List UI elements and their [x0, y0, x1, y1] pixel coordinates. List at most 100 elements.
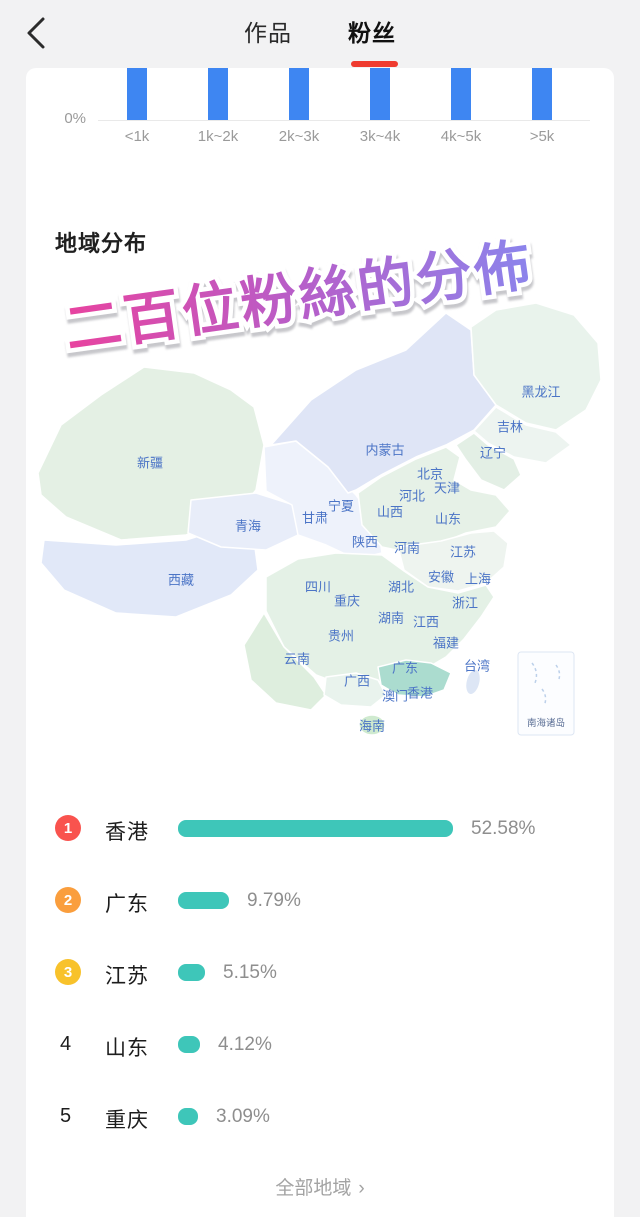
map-label-西藏[interactable]: 西藏	[167, 572, 195, 588]
x-axis-tick-label: 3k~4k	[359, 128, 401, 145]
region-percentage-bar	[178, 820, 453, 837]
map-label-重庆[interactable]: 重庆	[333, 593, 361, 609]
map-label-云南[interactable]: 云南	[283, 651, 311, 667]
map-label-新疆[interactable]: 新疆	[136, 455, 164, 471]
x-axis-tick-label: 1k~2k	[197, 128, 239, 145]
map-label-贵州[interactable]: 贵州	[327, 628, 355, 644]
x-axis-tick-label: 4k~5k	[440, 128, 482, 145]
map-label-内蒙古[interactable]: 内蒙古	[365, 442, 405, 458]
rank-badge: 3	[55, 959, 81, 985]
region-name: 江苏	[105, 965, 149, 988]
chevron-right-icon: ›	[358, 1178, 365, 1199]
all-regions-link-label: 全部地域	[275, 1178, 352, 1199]
map-label-河北[interactable]: 河北	[398, 488, 426, 504]
x-axis-tick-label: 2k~3k	[278, 128, 320, 145]
tab-bar: 作品 粉丝	[244, 14, 396, 48]
map-label-广西[interactable]: 广西	[343, 673, 371, 689]
region-central-south	[265, 552, 495, 688]
region-name: 重庆	[105, 1109, 149, 1132]
map-label-南海诸岛[interactable]: 南海诸岛	[526, 718, 566, 729]
region-guangxi	[323, 672, 387, 708]
region-yunnan	[243, 612, 327, 711]
ranking-row: 5 重庆 3.09%	[26, 1098, 614, 1134]
all-regions-link[interactable]: 全部地域 ›	[26, 1173, 614, 1200]
region-hainan	[358, 714, 386, 736]
fans-count-histogram: 0% <1k 1k~2k 2k~3k 3k~4k 4k~5k >5k	[26, 68, 614, 153]
section-title-region: 地域分布	[55, 231, 148, 256]
map-label-浙江[interactable]: 浙江	[451, 595, 479, 611]
china-map-shapes	[37, 302, 602, 736]
map-label-吉林[interactable]: 吉林	[496, 419, 524, 435]
map-label-香港[interactable]: 香港	[406, 685, 434, 701]
histogram-bar[interactable]	[370, 68, 390, 120]
region-percentage-value: 4.12%	[218, 1034, 272, 1055]
map-label-江苏[interactable]: 江苏	[449, 544, 477, 560]
map-label-海南[interactable]: 海南	[358, 718, 386, 734]
baseline-gridline	[98, 120, 590, 121]
china-map: 新疆青海西藏 甘肃 宁夏 内蒙古 黑龙江吉林辽宁北京 天津 河北 山西 山东陕西 河南 江苏安徽 上海…	[26, 295, 613, 755]
region-percentage-value: 5.15%	[223, 962, 277, 983]
region-liaoning	[455, 432, 522, 491]
map-label-甘肃[interactable]: 甘肃	[301, 510, 329, 526]
map-label-山东[interactable]: 山东	[434, 511, 462, 527]
region-percentage-bar	[178, 892, 229, 909]
map-label-台湾[interactable]: 台湾	[463, 658, 491, 674]
top-nav-bar: 作品 粉丝	[0, 0, 640, 68]
region-percentage-value: 3.09%	[216, 1106, 270, 1127]
x-axis-tick-label: >5k	[529, 128, 555, 145]
region-taiwan	[464, 668, 482, 696]
rank-badge: 2	[55, 887, 81, 913]
map-label-四川[interactable]: 四川	[304, 579, 332, 595]
map-label-上海[interactable]: 上海	[464, 571, 492, 587]
map-label-安徽[interactable]: 安徽	[427, 569, 455, 585]
region-percentage-value: 9.79%	[247, 890, 301, 911]
histogram-bar[interactable]	[208, 68, 228, 120]
region-xinjiang	[37, 366, 265, 541]
region-north-china	[357, 446, 511, 554]
region-percentage-value: 52.58%	[471, 818, 536, 839]
y-axis-tick-label: 0%	[64, 110, 86, 127]
map-label-河南[interactable]: 河南	[393, 540, 421, 556]
region-percentage-bar	[178, 964, 205, 981]
x-axis-tick-label: <1k	[124, 128, 150, 145]
map-label-山西[interactable]: 山西	[376, 504, 404, 520]
region-guangdong-highlight	[377, 659, 452, 698]
histogram-bar[interactable]	[532, 68, 552, 120]
map-label-黑龙江[interactable]: 黑龙江	[521, 384, 561, 400]
map-label-澳门[interactable]: 澳门	[381, 688, 409, 704]
region-percentage-bar	[178, 1108, 198, 1125]
rank-number: 4	[60, 1033, 72, 1055]
histogram-bar[interactable]	[451, 68, 471, 120]
ranking-row: 4 山东 4.12%	[26, 1026, 614, 1062]
region-name: 山东	[105, 1037, 149, 1060]
region-qinghai	[187, 492, 299, 551]
rank-badge: 1	[55, 815, 81, 841]
content-card: 0% <1k 1k~2k 2k~3k 3k~4k 4k~5k >5k 地域分布 二百位粉絲…	[26, 68, 614, 1217]
histogram-bar[interactable]	[289, 68, 309, 120]
region-name: 广东	[105, 893, 149, 916]
map-label-湖北[interactable]: 湖北	[387, 579, 415, 595]
map-label-湖南[interactable]: 湖南	[377, 610, 405, 626]
active-tab-indicator	[351, 61, 398, 67]
region-name: 香港	[105, 821, 149, 844]
map-label-北京[interactable]: 北京	[416, 466, 444, 482]
map-label-青海[interactable]: 青海	[234, 518, 262, 534]
map-label-福建[interactable]: 福建	[432, 635, 460, 651]
region-tibet	[40, 524, 259, 618]
histogram-bar[interactable]	[127, 68, 147, 120]
map-label-陕西[interactable]: 陕西	[351, 534, 379, 550]
map-label-宁夏[interactable]: 宁夏	[327, 498, 355, 514]
rank-number: 5	[60, 1105, 72, 1127]
map-label-辽宁[interactable]: 辽宁	[479, 445, 507, 461]
map-label-天津[interactable]: 天津	[433, 480, 461, 496]
region-heilongjiang	[470, 302, 602, 431]
back-chevron-icon[interactable]	[24, 16, 48, 50]
map-label-广东[interactable]: 广东	[391, 660, 419, 676]
tab-fans[interactable]: 粉丝	[348, 20, 396, 46]
ranking-row: 3 江苏 5.15%	[26, 954, 614, 990]
south-china-sea-box	[517, 651, 575, 736]
ranking-row: 2 广东 9.79%	[26, 882, 614, 918]
tab-works[interactable]: 作品	[244, 20, 292, 46]
map-label-江西[interactable]: 江西	[412, 614, 440, 630]
